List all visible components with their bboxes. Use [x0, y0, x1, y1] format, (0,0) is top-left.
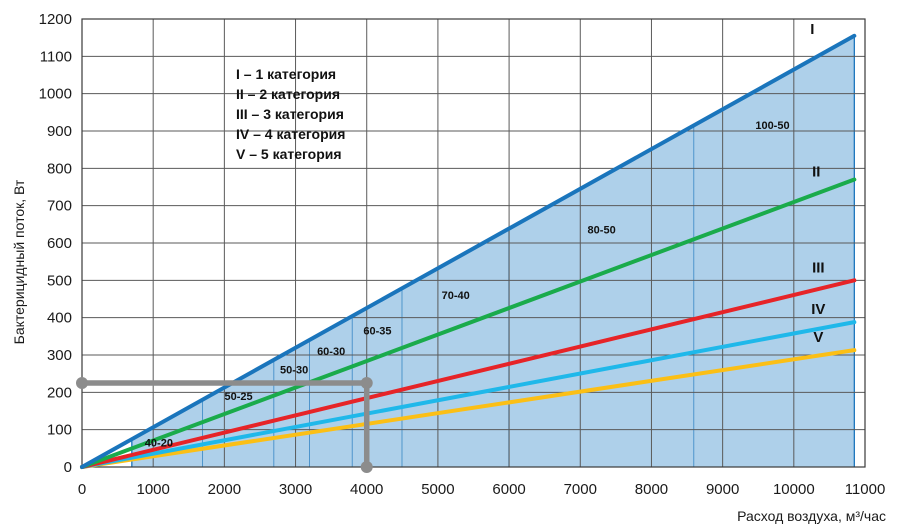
- zone-fill: [352, 288, 402, 467]
- series-label: III: [812, 259, 825, 276]
- y-tick-label: 1000: [39, 86, 72, 103]
- x-tick-label: 7000: [564, 481, 597, 498]
- zone-fill: [203, 360, 274, 467]
- legend: I – 1 категория II – 2 категория III – 3…: [236, 66, 345, 162]
- x-axis-title: Расход воздуха, м³/час: [737, 508, 886, 524]
- x-tick-label: 11000: [845, 481, 886, 498]
- x-tick-label: 10000: [773, 481, 815, 498]
- example-path-start-dot: [76, 377, 88, 389]
- legend-entry: III – 3 категория: [236, 106, 344, 122]
- y-tick-label: 600: [47, 235, 72, 252]
- x-tick-label: 6000: [492, 481, 525, 498]
- zone-fill: [402, 229, 509, 467]
- x-tick-label: 3000: [279, 481, 312, 498]
- series-label: V: [813, 329, 823, 346]
- y-tick-label: 700: [47, 198, 72, 215]
- y-tick-label: 400: [47, 310, 72, 327]
- zone-label: 80-50: [588, 225, 616, 237]
- legend-entry: II – 2 категория: [236, 86, 340, 102]
- chart: 0 1000 2000 3000 4000 5000 6000 7000 8000 9000 100…: [0, 0, 900, 528]
- zone-label: 70-40: [442, 290, 470, 302]
- x-tick-label: 2000: [208, 481, 241, 498]
- x-tick-label: 9000: [706, 481, 739, 498]
- x-tick-label: 4000: [350, 481, 383, 498]
- zone-label: 50-30: [280, 365, 308, 377]
- series-label: II: [812, 164, 820, 181]
- y-tick-label: 900: [47, 123, 72, 140]
- example-path-end-dot: [361, 461, 373, 473]
- zone-label: 60-30: [317, 346, 345, 358]
- example-path-corner-dot: [361, 377, 373, 389]
- series-label: I: [810, 21, 814, 38]
- y-tick-label: 100: [47, 422, 72, 439]
- y-tick-label: 300: [47, 347, 72, 364]
- x-tick-label: 1000: [136, 481, 169, 498]
- x-tick-label: 0: [78, 481, 86, 498]
- zone-label: 60-35: [363, 325, 391, 337]
- zone-fill: [694, 36, 854, 467]
- y-tick-label: 1100: [40, 48, 72, 65]
- legend-entry: I – 1 категория: [236, 66, 336, 82]
- x-tick-label: 8000: [635, 481, 668, 498]
- zone-fill: [310, 316, 353, 467]
- legend-entry: V – 5 категория: [236, 146, 342, 162]
- series-label: IV: [811, 301, 825, 318]
- x-tick-label: 5000: [421, 481, 454, 498]
- y-axis-title: Бактерицидный поток, Вт: [11, 179, 27, 344]
- legend-entry: IV – 4 категория: [236, 126, 345, 142]
- y-tick-label: 500: [47, 272, 72, 289]
- y-tick-label: 0: [64, 459, 72, 476]
- y-tick-label: 1200: [39, 11, 72, 28]
- y-tick-label: 200: [47, 384, 72, 401]
- zone-label: 50-25: [225, 391, 253, 403]
- y-tick-label: 800: [47, 160, 72, 177]
- zone-label: 40-20: [145, 437, 173, 449]
- zone-label: 100-50: [755, 120, 789, 132]
